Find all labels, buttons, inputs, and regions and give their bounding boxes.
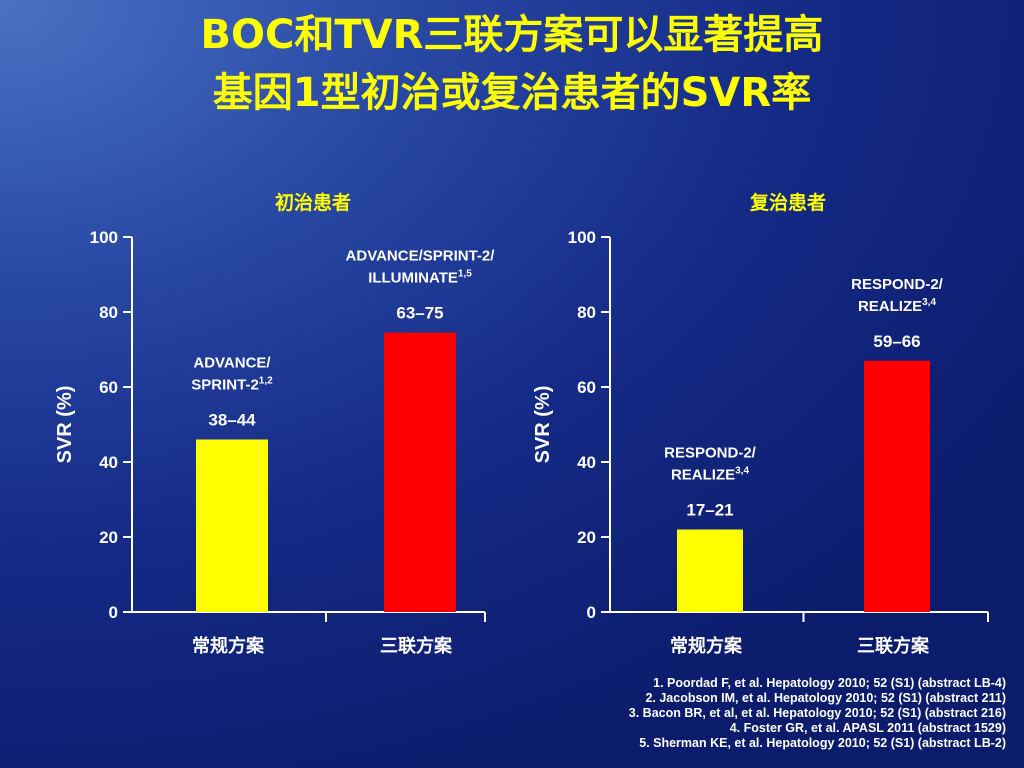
data-label: 63–75	[396, 304, 443, 323]
category-label: 常规方案	[670, 635, 743, 657]
category-label: 三联方案	[380, 635, 453, 657]
y-axis-label: SVR (%)	[54, 386, 76, 464]
study-label-refs: 1,2	[259, 376, 273, 387]
study-label-refs: 3,4	[735, 466, 749, 477]
reference-3: 3. Bacon BR, et al, et al. Hepatology 20…	[628, 706, 1006, 720]
left-panel-title: 初治患者	[274, 192, 351, 214]
study-label-line1: ADVANCE/SPRINT-2/	[346, 248, 496, 265]
reference-2: 2. Jacobson IM, et al. Hepatology 2010; …	[645, 691, 1006, 705]
y-tick-label: 60	[99, 378, 118, 397]
y-tick-label: 60	[577, 378, 596, 397]
study-label-refs: 1,5	[458, 269, 472, 280]
y-tick-label: 0	[109, 603, 118, 622]
retreated-patients-chart: 0 20 40 60 80 100 SVR (%) 17–21 RESPOND-2/REALIZ…	[532, 228, 944, 657]
references: 1. Poordad F, et al. Hepatology 2010; 52…	[629, 676, 1006, 751]
y-tick-label: 20	[99, 528, 118, 547]
study-label-name: REALIZE	[858, 298, 922, 315]
y-tick-label: 40	[577, 453, 596, 472]
y-tick-label: 80	[577, 303, 596, 322]
triple-regimen-bar	[384, 332, 456, 612]
slide-title-line1: BOC和TVR三联方案可以显著提高	[200, 12, 824, 58]
reference-4: 4. Foster GR, et al. APASL 2011 (abstrac…	[729, 721, 1006, 735]
data-label: 17–21	[686, 501, 733, 520]
triple-regimen-bar	[864, 360, 930, 612]
standard-regimen-bar	[677, 529, 743, 612]
study-label-name: ILLUMINATE	[368, 270, 458, 287]
slide-title-line2: 基因1型初治或复治患者的SVR率	[212, 70, 812, 116]
y-tick-label: 40	[99, 453, 118, 472]
study-label-line2: REALIZE3,4	[858, 297, 937, 315]
study-label-line1: RESPOND-2/	[664, 445, 757, 462]
study-label-line2: ILLUMINATE1,5	[368, 269, 472, 287]
naive-patients-chart: 0 20 40 60 80 100 SVR (%) 38–44 ADVANCE/SPRINT-2…	[54, 228, 496, 657]
y-tick-label: 20	[577, 528, 596, 547]
study-label-refs: 3,4	[922, 297, 936, 308]
reference-1: 1. Poordad F, et al. Hepatology 2010; 52…	[653, 676, 1006, 690]
y-tick-label: 100	[90, 228, 118, 247]
study-label-line2: REALIZE3,4	[671, 466, 750, 484]
study-label-name: SPRINT-2	[191, 377, 259, 394]
study-label-line1: RESPOND-2/	[851, 276, 944, 293]
y-axis-label: SVR (%)	[532, 386, 554, 464]
y-tick-label: 80	[99, 303, 118, 322]
y-tick-label: 100	[568, 228, 596, 247]
reference-5: 5. Sherman KE, et al. Hepatology 2010; 5…	[639, 736, 1006, 750]
y-tick-label: 0	[587, 603, 596, 622]
right-panel-title: 复治患者	[749, 192, 826, 214]
category-label: 三联方案	[857, 635, 930, 657]
data-label: 38–44	[208, 411, 256, 430]
study-label-line2: SPRINT-21,2	[191, 376, 273, 394]
data-label: 59–66	[873, 332, 920, 351]
study-label-line1: ADVANCE/	[193, 355, 271, 372]
study-label-name: REALIZE	[671, 467, 735, 484]
category-label: 常规方案	[192, 635, 265, 657]
standard-regimen-bar	[196, 439, 268, 612]
